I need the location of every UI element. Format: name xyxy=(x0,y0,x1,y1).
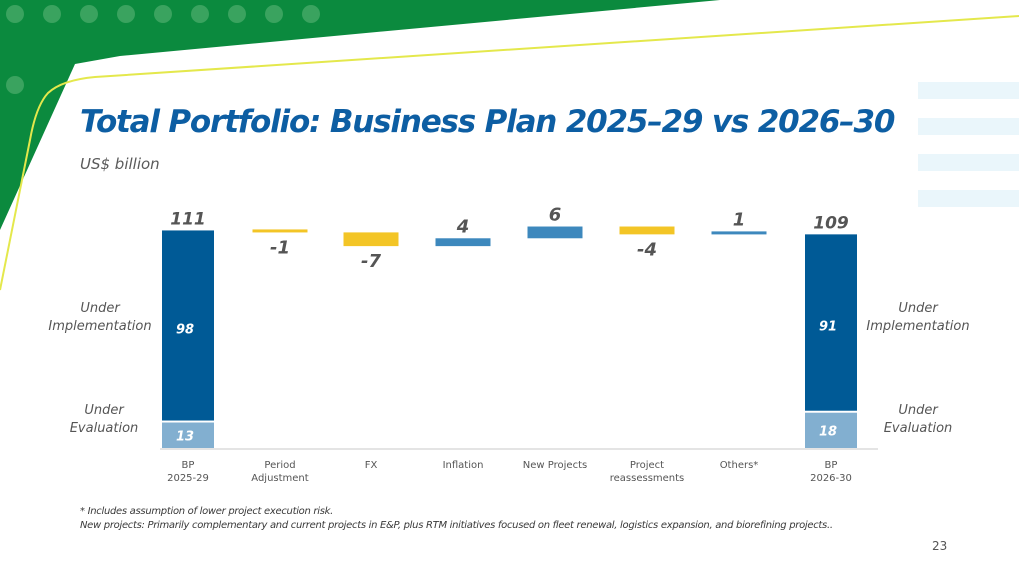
evaluation-value-2: 18 xyxy=(819,424,837,439)
step-bar-project-reassessments xyxy=(619,226,675,235)
total-label-1: 111 xyxy=(170,209,206,229)
left-implementation-label: Under Implementation xyxy=(48,301,151,334)
step-bar-inflation xyxy=(435,238,491,247)
step-label-period-adjustment: -1 xyxy=(270,237,290,258)
implementation-value-2: 91 xyxy=(819,320,837,335)
category-label-others: Others* xyxy=(720,460,759,471)
step-label-others: 1 xyxy=(733,209,746,230)
stripe-pattern xyxy=(918,82,1019,207)
left-evaluation-label: Under Evaluation xyxy=(70,403,139,436)
right-evaluation-label: Under Evaluation xyxy=(884,403,953,436)
green-corner-band xyxy=(0,0,720,230)
bar-under-implementation-2 xyxy=(805,234,857,411)
step-bar-others xyxy=(711,231,767,235)
footnote-execution-risk: * Includes assumption of lower project e… xyxy=(80,506,333,517)
step-label-inflation: 4 xyxy=(456,216,470,237)
category-label-project-reassessments: Project reassessments xyxy=(610,460,685,484)
step-bar-fx xyxy=(343,232,399,247)
yellow-swoosh-line xyxy=(0,15,1019,291)
bar-under-implementation-1 xyxy=(162,230,214,421)
units-subtitle: US$ billion xyxy=(80,155,160,173)
category-label-period-adjustment: Period Adjustment xyxy=(251,460,308,484)
category-label-bp-2025-29: BP 2025-29 xyxy=(167,460,209,484)
total-label-2: 109 xyxy=(813,213,849,233)
page-title: Total Portfolio: Business Plan 2025–29 v… xyxy=(80,104,895,140)
bar-under-evaluation-1 xyxy=(162,422,214,448)
step-label-project-reassessments: -4 xyxy=(637,239,657,260)
step-label-fx: -7 xyxy=(361,251,381,272)
implementation-value-1: 98 xyxy=(176,322,194,337)
step-bar-new-projects xyxy=(527,226,583,239)
footnote-new-projects: New projects: Primarily complementary an… xyxy=(80,520,833,531)
step-label-new-projects: 6 xyxy=(549,205,562,226)
category-label-new-projects: New Projects xyxy=(523,460,587,471)
category-label-bp-2026-30: BP 2026-30 xyxy=(810,460,852,484)
category-label-fx: FX xyxy=(365,460,378,471)
page-number: 23 xyxy=(932,539,948,553)
evaluation-value-1: 13 xyxy=(176,429,194,444)
bar-under-evaluation-2 xyxy=(805,412,857,448)
right-implementation-label: Under Implementation xyxy=(866,301,969,334)
category-label-inflation: Inflation xyxy=(443,460,484,471)
step-bar-period-adjustment xyxy=(252,229,308,233)
dot-pattern xyxy=(6,5,320,94)
